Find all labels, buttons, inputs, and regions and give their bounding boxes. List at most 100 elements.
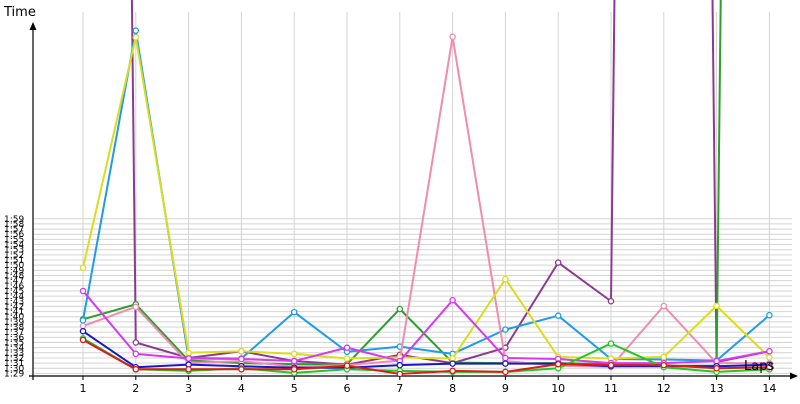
y-tick-label: 1:34 xyxy=(4,344,24,354)
y-tick-label: 1:59 xyxy=(4,215,24,225)
series-line xyxy=(82,35,770,368)
data-point xyxy=(554,259,562,266)
data-point xyxy=(396,361,404,369)
data-point xyxy=(79,322,87,330)
data-point xyxy=(502,360,509,367)
data-point xyxy=(766,354,773,361)
data-point xyxy=(132,27,140,34)
y-tick-label: 1:47 xyxy=(4,277,24,287)
data-point xyxy=(238,355,245,363)
data-point xyxy=(290,357,298,365)
data-point xyxy=(766,311,773,319)
data-point xyxy=(396,370,404,376)
data-point xyxy=(343,355,351,362)
data-point xyxy=(132,34,140,41)
x-tick-label: 5 xyxy=(291,382,298,395)
data-point xyxy=(554,312,562,319)
data-point xyxy=(766,348,773,355)
y-tick-label: 1:36 xyxy=(4,333,24,343)
data-point xyxy=(132,303,140,311)
data-point xyxy=(290,366,298,373)
y-tick-label: 1:32 xyxy=(4,354,24,364)
data-point xyxy=(502,368,509,376)
data-point xyxy=(713,365,720,372)
x-tick-label: 10 xyxy=(551,382,565,395)
x-tick-label: 4 xyxy=(238,382,245,395)
data-point xyxy=(449,296,456,304)
data-point xyxy=(343,344,351,351)
data-point xyxy=(290,308,298,316)
x-tick-label: 12 xyxy=(657,382,671,395)
y-tick-label: 1:46 xyxy=(4,282,24,292)
data-point xyxy=(132,339,140,346)
series-group xyxy=(79,0,773,376)
x-tick-label: 8 xyxy=(449,382,456,395)
data-point xyxy=(132,350,140,358)
x-tick-label: 9 xyxy=(502,382,509,395)
x-tick-label: 11 xyxy=(604,382,618,395)
x-tick-label: 3 xyxy=(185,382,192,395)
data-point xyxy=(238,348,245,355)
data-point xyxy=(607,298,615,305)
series-line xyxy=(82,0,722,367)
data-point xyxy=(79,287,87,295)
data-point xyxy=(502,354,509,362)
y-tick-label: 1:54 xyxy=(4,241,24,251)
series-line xyxy=(82,330,770,369)
data-point xyxy=(238,366,245,373)
series-line xyxy=(82,339,770,375)
data-point xyxy=(79,264,87,271)
x-tick-label: 7 xyxy=(396,382,403,395)
series-line xyxy=(82,36,771,360)
y-tick-label: 1:43 xyxy=(4,297,24,307)
series-9 xyxy=(79,336,773,376)
y-axis-title: Time xyxy=(3,5,36,20)
data-point xyxy=(449,360,456,367)
data-point xyxy=(607,361,615,369)
y-tick-label: 1:39 xyxy=(4,318,24,328)
data-point xyxy=(449,367,456,375)
y-tick-label: 1:30 xyxy=(4,364,24,374)
data-point xyxy=(449,355,456,362)
y-tick-label: 1:55 xyxy=(4,235,24,245)
series-line xyxy=(130,0,770,366)
data-point xyxy=(396,305,404,313)
data-point xyxy=(79,336,87,344)
data-point xyxy=(660,361,668,369)
x-axis-title: Laps xyxy=(744,359,774,374)
axes: 1:291:301:311:321:331:341:351:361:371:38… xyxy=(4,22,798,395)
y-tick-label: 1:57 xyxy=(4,225,24,235)
y-tick-label: 1:40 xyxy=(4,313,24,323)
y-tick-label: 1:37 xyxy=(4,328,24,338)
y-tick-label: 1:53 xyxy=(4,246,24,256)
data-point xyxy=(502,275,509,283)
x-tick-label: 1 xyxy=(80,382,87,395)
y-tick-label: 1:38 xyxy=(4,323,24,333)
x-tick-label: 6 xyxy=(344,382,351,395)
series-5 xyxy=(79,34,773,362)
x-tick-label: 14 xyxy=(762,382,776,395)
x-axis-arrow xyxy=(790,372,798,380)
y-tick-label: 1:56 xyxy=(4,230,24,240)
y-tick-label: 1:48 xyxy=(4,271,24,281)
data-point xyxy=(766,363,773,371)
y-tick-label: 1:35 xyxy=(4,338,24,348)
data-point xyxy=(502,326,509,333)
data-point xyxy=(185,366,192,373)
y-tick-label: 1:33 xyxy=(4,349,24,359)
data-point xyxy=(79,327,87,335)
x-tick-label: 13 xyxy=(710,382,724,395)
y-tick-label: 1:29 xyxy=(4,369,24,379)
y-tick-label: 1:50 xyxy=(4,261,24,271)
data-point xyxy=(290,350,298,358)
y-tick-label: 1:49 xyxy=(4,266,24,276)
data-point xyxy=(79,317,87,324)
series-line xyxy=(82,337,770,374)
y-axis-arrow xyxy=(29,22,37,30)
data-point xyxy=(343,362,351,369)
data-point xyxy=(660,353,668,361)
series-2 xyxy=(79,0,722,369)
data-point xyxy=(185,355,192,362)
